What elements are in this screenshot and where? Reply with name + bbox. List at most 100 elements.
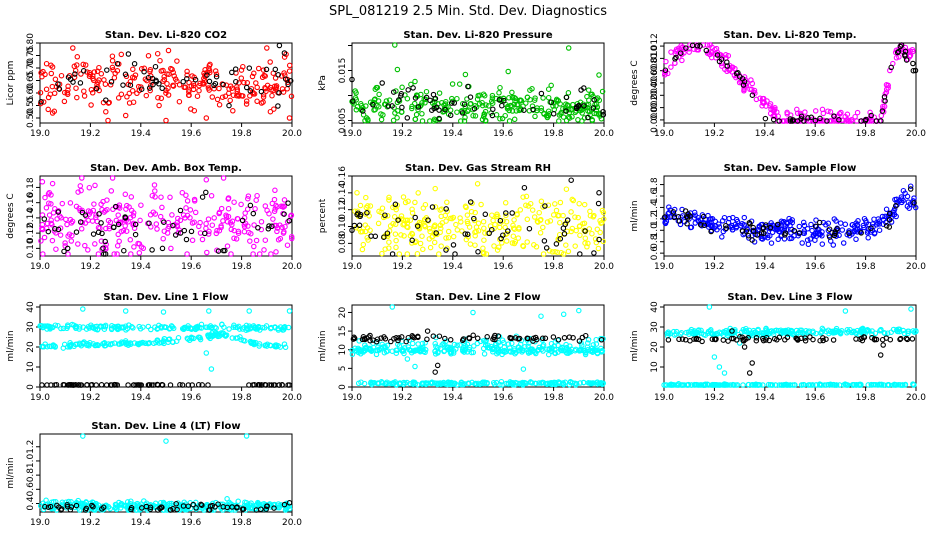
data-point <box>538 90 545 97</box>
data-point <box>896 197 903 204</box>
data-point <box>360 108 366 114</box>
data-point <box>445 104 451 110</box>
data-point <box>576 307 582 314</box>
data-point <box>471 215 477 222</box>
data-point <box>887 67 893 74</box>
data-point <box>136 250 143 256</box>
data-point <box>563 101 569 107</box>
data-point <box>216 102 223 108</box>
data-point <box>668 49 674 55</box>
y-axis-label: ml/min <box>6 330 16 361</box>
data-point <box>687 224 694 231</box>
data-point <box>89 90 96 96</box>
data-point <box>805 241 812 248</box>
data-point <box>98 238 105 244</box>
data-point <box>122 223 128 229</box>
data-point <box>600 209 607 216</box>
data-point <box>184 212 191 219</box>
data-point <box>274 204 280 210</box>
data-point <box>563 117 570 124</box>
data-point <box>887 336 894 343</box>
data-point <box>243 101 250 107</box>
data-point <box>44 343 51 350</box>
data-point <box>248 340 255 346</box>
data-point <box>431 239 438 246</box>
data-point <box>892 49 899 56</box>
data-point <box>206 228 212 235</box>
data-point <box>464 218 471 225</box>
data-point <box>153 79 160 85</box>
data-point <box>563 186 570 192</box>
data-point <box>405 87 411 93</box>
data-point <box>268 324 275 331</box>
data-point <box>260 67 267 73</box>
data-point <box>504 104 511 111</box>
y-tick-label: 1.2 <box>650 212 660 226</box>
data-point <box>450 233 457 240</box>
data-point <box>280 230 287 236</box>
x-tick-label: 19.2 <box>392 262 412 272</box>
data-point <box>163 117 169 124</box>
y-tick-label: 20 <box>338 306 348 318</box>
data-point <box>468 208 475 215</box>
data-point <box>170 83 177 89</box>
data-point <box>38 238 44 244</box>
data-point <box>796 230 803 236</box>
data-point <box>572 214 578 220</box>
data-point <box>713 45 720 52</box>
x-tick-label: 19.4 <box>755 393 775 403</box>
data-point <box>548 82 554 89</box>
data-point <box>77 219 84 225</box>
data-point <box>199 382 205 388</box>
data-point <box>464 231 471 238</box>
data-point <box>392 110 398 116</box>
data-point <box>598 220 604 226</box>
data-point <box>447 112 454 119</box>
data-point <box>203 115 210 121</box>
data-point <box>68 238 75 244</box>
y-tick-label: 40 <box>650 301 660 313</box>
data-point <box>550 212 557 218</box>
chart-title: Stan. Dev. Li-820 Temp. <box>723 30 856 41</box>
data-point <box>97 323 104 330</box>
data-point <box>554 249 561 256</box>
data-point <box>404 220 411 226</box>
data-point <box>831 113 837 119</box>
data-point <box>458 219 464 225</box>
data-point <box>255 65 262 72</box>
data-point <box>515 101 521 108</box>
data-point <box>262 237 269 243</box>
data-point <box>511 217 517 223</box>
data-point <box>45 106 51 113</box>
data-point <box>396 251 403 257</box>
data-point <box>118 91 125 98</box>
data-point <box>94 68 101 75</box>
data-point <box>481 237 487 243</box>
data-point <box>265 226 272 232</box>
data-point <box>109 382 115 388</box>
data-point <box>130 99 137 105</box>
plot-frame <box>351 42 605 124</box>
data-point <box>177 230 184 236</box>
data-point <box>494 247 501 253</box>
data-point <box>127 237 134 243</box>
data-point <box>235 230 242 236</box>
data-point <box>354 104 361 110</box>
data-point <box>231 199 237 205</box>
data-point <box>527 200 534 207</box>
data-point <box>808 114 815 121</box>
data-point <box>825 227 832 234</box>
data-point <box>524 94 531 101</box>
chart-title: Stan. Dev. Sample Flow <box>724 163 857 174</box>
data-point <box>61 89 68 96</box>
data-point <box>385 103 392 109</box>
series-1 <box>37 433 293 513</box>
data-point <box>156 102 162 109</box>
data-point <box>666 204 672 210</box>
data-point <box>254 192 260 199</box>
series-2 <box>349 177 602 257</box>
data-point <box>453 221 459 228</box>
data-point <box>250 210 257 217</box>
data-point <box>510 225 517 231</box>
x-tick-label: 19.0 <box>30 129 50 139</box>
